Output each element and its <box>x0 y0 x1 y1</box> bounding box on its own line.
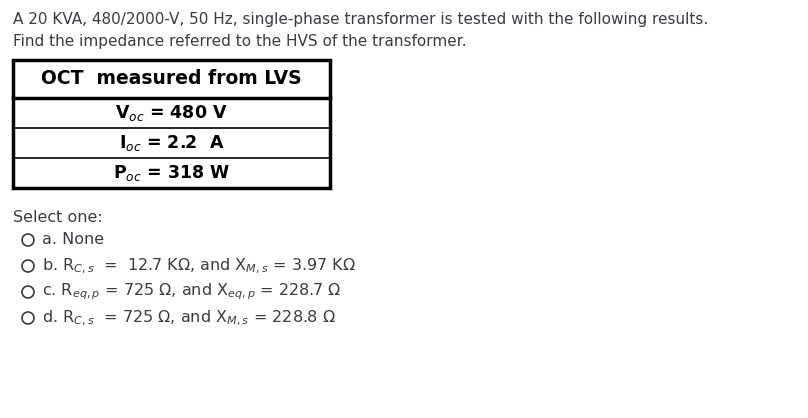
Bar <box>13 60 330 188</box>
Text: a. None: a. None <box>42 232 104 247</box>
Text: P$_{oc}$ = 318 W: P$_{oc}$ = 318 W <box>113 163 230 183</box>
Text: d. R$_{C,s}$  = 725 Ω, and X$_{M,s}$ = 228.8 Ω: d. R$_{C,s}$ = 725 Ω, and X$_{M,s}$ = 22… <box>42 308 336 328</box>
Text: V$_{oc}$ = 480 V: V$_{oc}$ = 480 V <box>116 103 228 123</box>
Text: I$_{oc}$ = 2.2  A: I$_{oc}$ = 2.2 A <box>119 133 224 153</box>
Text: A 20 KVA, 480/2000-V, 50 Hz, single-phase transformer is tested with the followi: A 20 KVA, 480/2000-V, 50 Hz, single-phas… <box>13 12 709 27</box>
Text: c. R$_{eq,p}$ = 725 Ω, and X$_{eq,p}$ = 228.7 Ω: c. R$_{eq,p}$ = 725 Ω, and X$_{eq,p}$ = … <box>42 282 342 302</box>
Text: Find the impedance referred to the HVS of the transformer.: Find the impedance referred to the HVS o… <box>13 34 467 49</box>
Text: Select one:: Select one: <box>13 210 103 225</box>
Text: OCT  measured from LVS: OCT measured from LVS <box>41 69 302 89</box>
Text: b. R$_{C,s}$  =  12.7 KΩ, and X$_{M,s}$ = 3.97 KΩ: b. R$_{C,s}$ = 12.7 KΩ, and X$_{M,s}$ = … <box>42 256 356 275</box>
